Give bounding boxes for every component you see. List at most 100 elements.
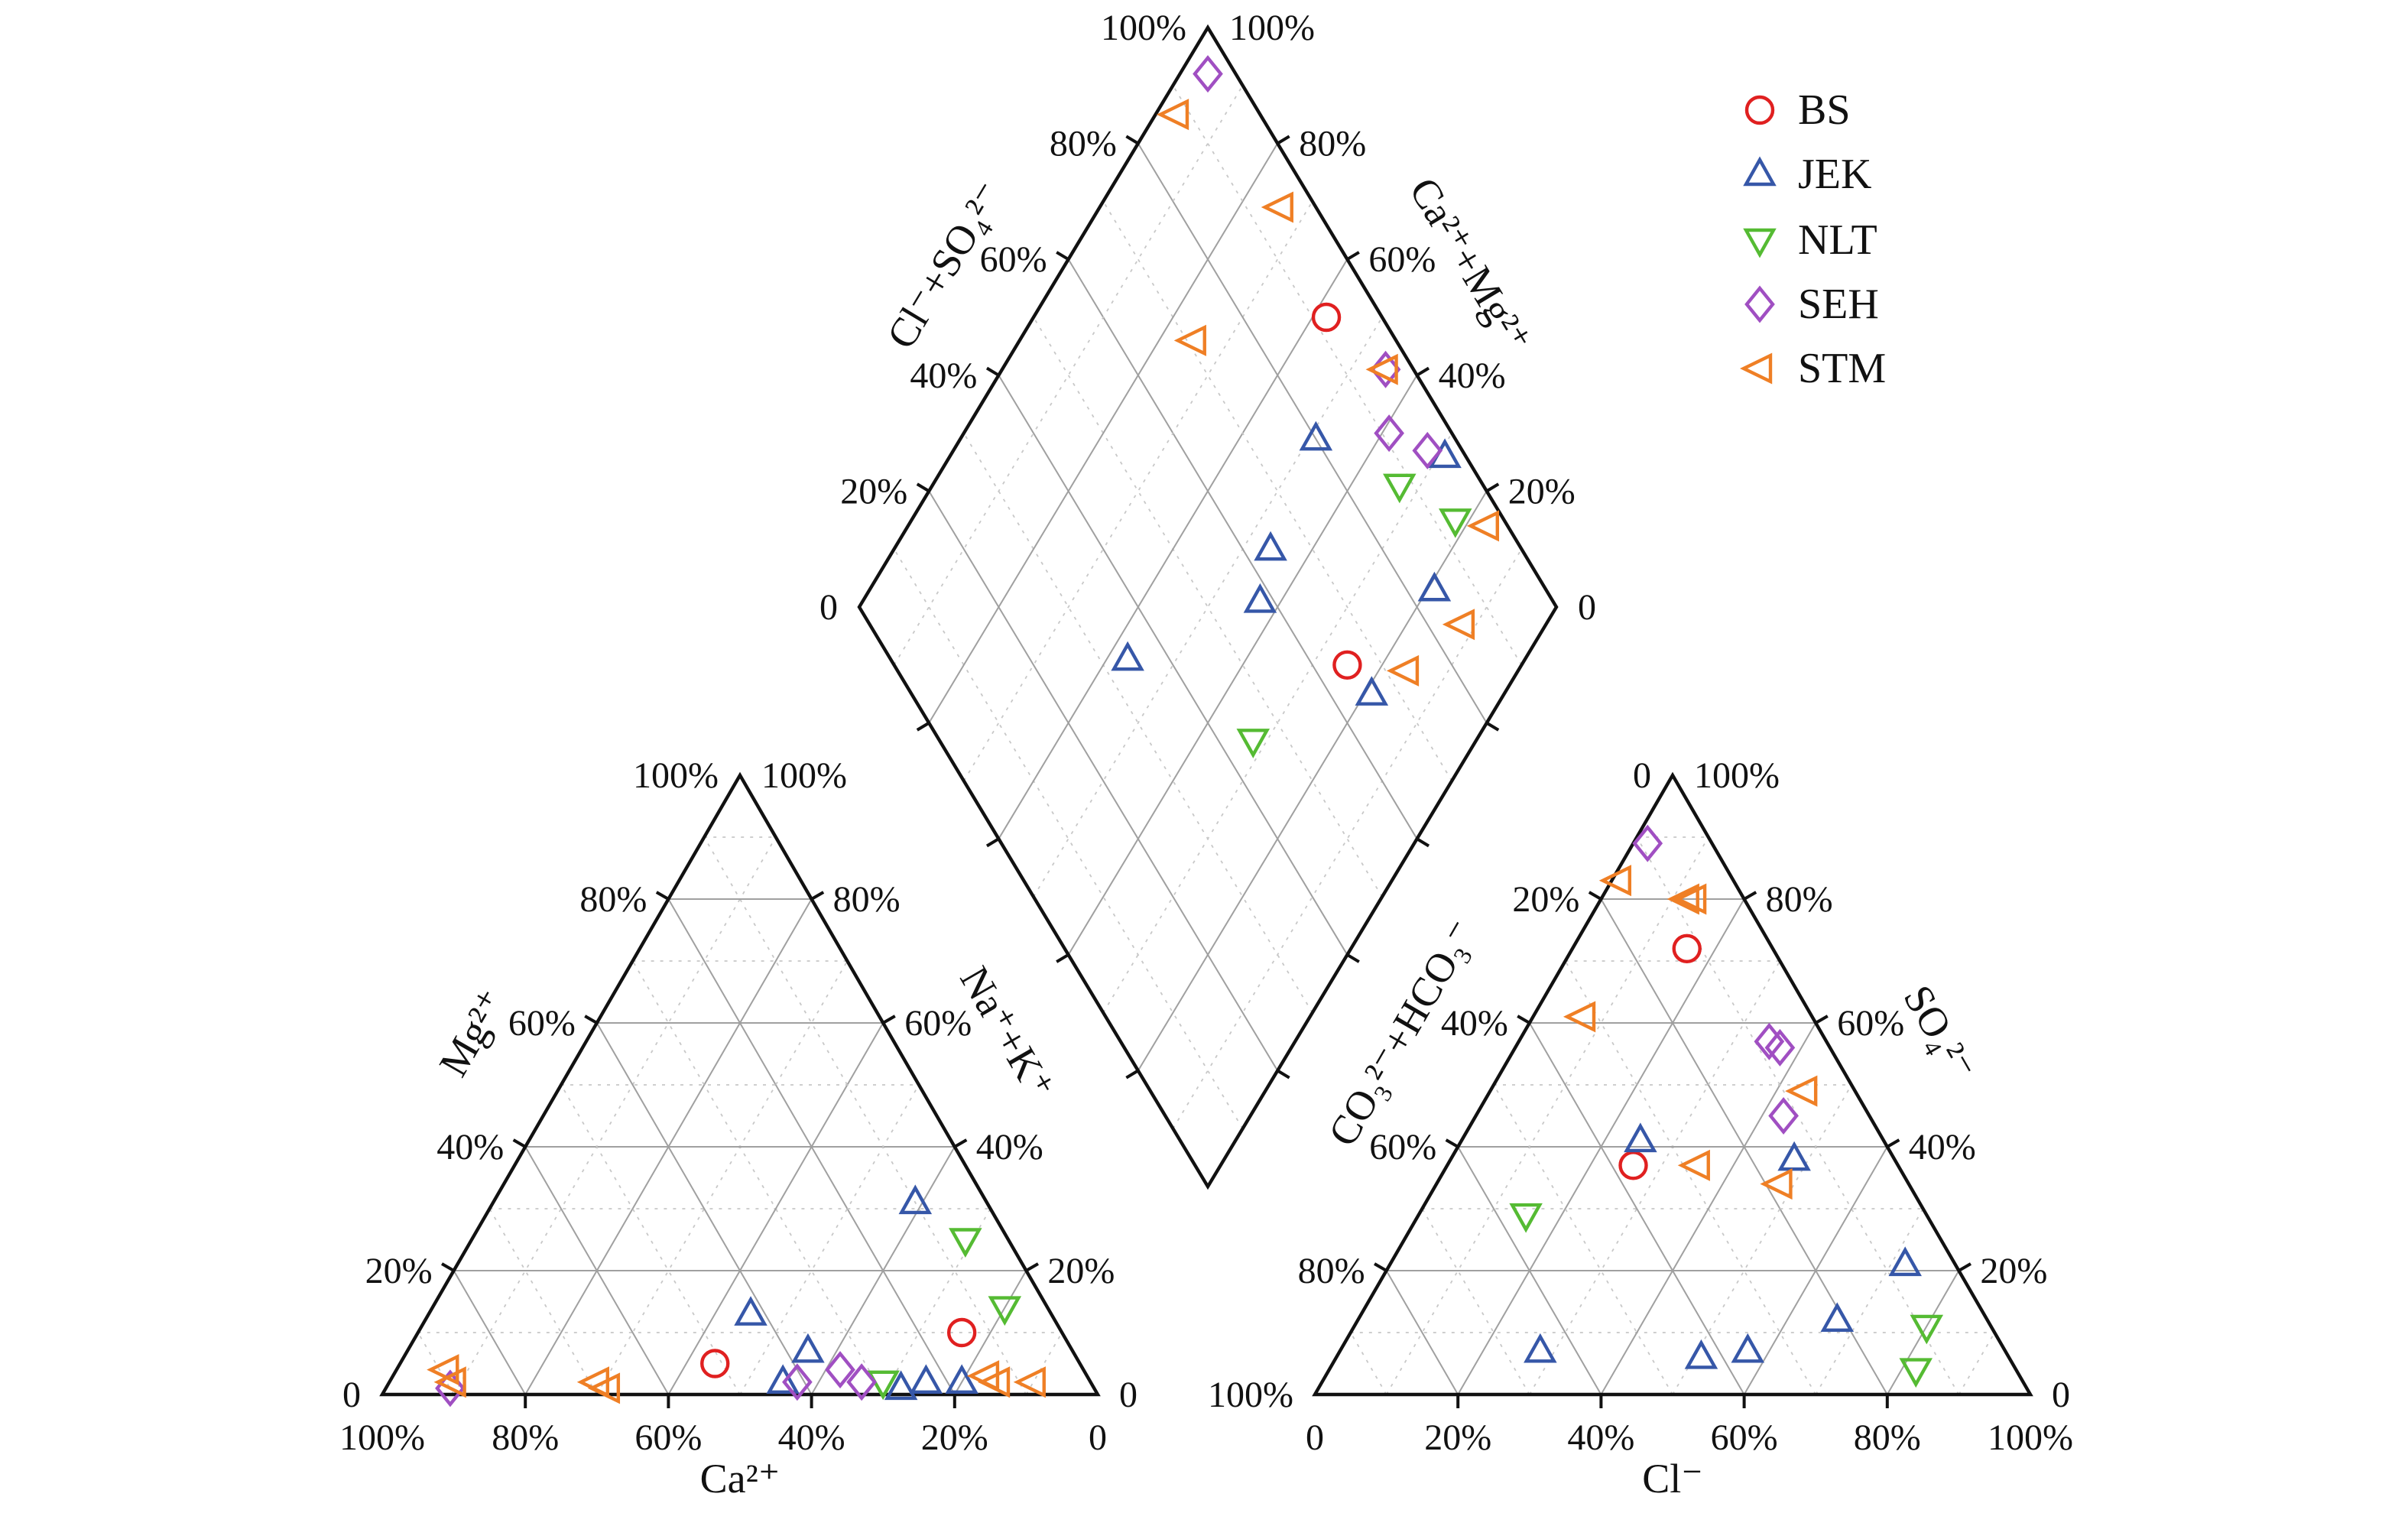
grid-major-line bbox=[1743, 1146, 1888, 1395]
anion-triangle-outline bbox=[1312, 771, 2033, 1397]
marker-stm bbox=[1466, 510, 1500, 542]
grid-major-line bbox=[810, 1146, 956, 1395]
grid-minor-line bbox=[1564, 960, 1816, 1395]
tick-label: 0 bbox=[1633, 755, 1651, 796]
tick-mark bbox=[810, 891, 825, 901]
tick-label: 60% bbox=[980, 239, 1047, 280]
tick-mark bbox=[1517, 1015, 1530, 1024]
marker-bs bbox=[1672, 933, 1702, 964]
marker-nlt bbox=[988, 1296, 1022, 1326]
grid-minor-line bbox=[1421, 1208, 1530, 1395]
marker-jek bbox=[734, 1296, 768, 1326]
marker-jek bbox=[1254, 531, 1287, 561]
grid-minor-line bbox=[1529, 960, 1781, 1395]
marker-jek bbox=[1820, 1302, 1855, 1333]
legend-marker-jek bbox=[1743, 156, 1777, 187]
tick-label: 40% bbox=[1441, 1003, 1508, 1044]
marker-bs bbox=[1311, 302, 1342, 333]
grid-minor-line bbox=[739, 1084, 920, 1395]
marker-stm bbox=[1156, 99, 1189, 131]
legend-marker-stm bbox=[1739, 352, 1773, 385]
marker-jek bbox=[1417, 571, 1452, 602]
anion-triangle-plot: 0 20% 40% 60% 80% 100%100%80%60%40%20%0 100%80… bbox=[1208, 755, 2073, 1502]
tick-mark bbox=[1374, 1262, 1387, 1272]
tick-label: 20% bbox=[365, 1251, 433, 1291]
marker-stm bbox=[587, 1372, 621, 1404]
tick-label: 0 bbox=[2052, 1375, 2070, 1415]
tick-mark bbox=[1346, 251, 1360, 261]
axis-label-mg: Mg²⁺ bbox=[430, 982, 516, 1084]
marker-seh bbox=[1632, 824, 1663, 862]
grid-minor-line bbox=[453, 836, 777, 1395]
marker-stm bbox=[1013, 1366, 1046, 1398]
tick-label: 100% bbox=[339, 1417, 425, 1458]
tick-label: 20% bbox=[840, 471, 907, 511]
tick-label: 20% bbox=[1424, 1417, 1491, 1458]
tick-mark bbox=[1416, 837, 1430, 848]
marker-stm bbox=[977, 1366, 1011, 1398]
tick-mark bbox=[1277, 1069, 1290, 1080]
tick-label: 20% bbox=[1980, 1251, 2047, 1291]
tick-label: 40% bbox=[1909, 1127, 1976, 1167]
grid-minor-line bbox=[1493, 1084, 1673, 1395]
tick-mark bbox=[916, 721, 930, 732]
marker-stm bbox=[1261, 191, 1293, 223]
tick-mark bbox=[1125, 135, 1139, 145]
marker-stm bbox=[1677, 1149, 1710, 1181]
tick-mark bbox=[512, 1138, 527, 1148]
grid-minor-line bbox=[1385, 836, 1709, 1395]
tick-mark bbox=[584, 1015, 598, 1024]
tick-label: 40% bbox=[1439, 356, 1506, 396]
grid-minor-line bbox=[631, 960, 884, 1395]
tick-mark bbox=[1056, 953, 1069, 963]
grid-major-line bbox=[1067, 258, 1418, 839]
marker-nlt bbox=[1899, 1358, 1933, 1388]
tick-label: 60% bbox=[1711, 1417, 1778, 1458]
marker-stm bbox=[1563, 1001, 1596, 1033]
marker-seh bbox=[1764, 1028, 1796, 1067]
tick-mark bbox=[1445, 1138, 1459, 1148]
marker-stm bbox=[1173, 324, 1206, 356]
grid-major-line bbox=[1067, 375, 1418, 956]
marker-seh bbox=[846, 1363, 877, 1401]
marker-jek bbox=[1684, 1339, 1718, 1369]
axis-label-ca: Ca²⁺ bbox=[700, 1456, 780, 1502]
grid-major-line bbox=[1385, 1270, 1459, 1395]
tick-label: 0 bbox=[1089, 1417, 1107, 1458]
grid-minor-line bbox=[1033, 317, 1383, 898]
grid-minor-line bbox=[1102, 433, 1452, 1014]
axis-label-cl: Cl⁻ bbox=[1642, 1456, 1703, 1502]
tick-label: 100% bbox=[761, 755, 847, 796]
tick-mark bbox=[953, 1138, 968, 1148]
tick-label: 20% bbox=[1508, 471, 1576, 511]
grid-minor-line bbox=[1102, 200, 1452, 781]
tick-mark bbox=[1886, 1138, 1900, 1148]
marker-nlt bbox=[1236, 729, 1271, 758]
tick-label: 80% bbox=[1854, 1417, 1921, 1458]
legend-label-stm: STM bbox=[1798, 345, 1886, 392]
legend-label-seh: SEH bbox=[1798, 281, 1879, 328]
tick-label: 100% bbox=[1208, 1375, 1293, 1415]
grid-minor-line bbox=[1033, 317, 1383, 898]
tick-mark bbox=[882, 1015, 896, 1024]
marker-stm bbox=[1666, 883, 1699, 915]
marker-nlt bbox=[866, 1370, 900, 1401]
marker-jek bbox=[766, 1364, 800, 1394]
tick-label: 40% bbox=[910, 356, 977, 396]
tick-label: 80% bbox=[1766, 879, 1833, 920]
tick-label: 60% bbox=[634, 1417, 702, 1458]
marker-seh bbox=[1768, 1097, 1799, 1135]
tick-mark bbox=[1277, 135, 1290, 145]
tick-label: 80% bbox=[1298, 1251, 1365, 1291]
grid-major-line bbox=[596, 1022, 813, 1395]
grid-minor-line bbox=[1025, 1332, 1063, 1395]
tick-label: 20% bbox=[1512, 879, 1579, 920]
grid-minor-line bbox=[1350, 1332, 1387, 1395]
grid-major-line bbox=[524, 1146, 670, 1395]
marker-jek bbox=[1243, 583, 1277, 613]
tick-label: 40% bbox=[976, 1127, 1043, 1167]
tick-label: 0 bbox=[1119, 1375, 1137, 1415]
marker-jek bbox=[1524, 1333, 1557, 1363]
grid-minor-line bbox=[963, 200, 1313, 781]
